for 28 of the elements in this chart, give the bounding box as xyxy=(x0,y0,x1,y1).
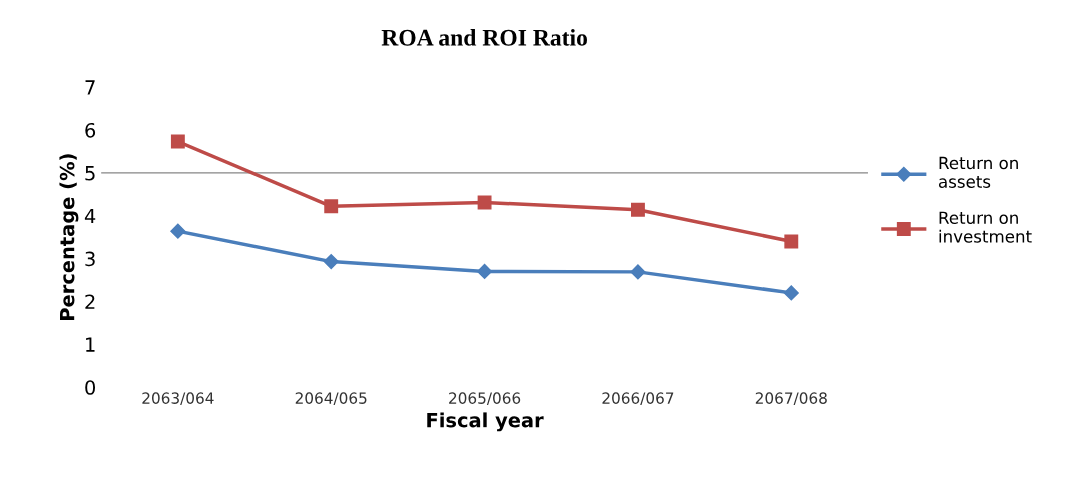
x-tick-label: 2064/065 xyxy=(295,392,367,406)
y-tick-label: 1 xyxy=(86,337,95,352)
point xyxy=(784,234,799,249)
y-tick-label: 5 xyxy=(85,166,95,181)
y-tick-label: 0 xyxy=(85,380,96,395)
legend-label: Return on investment xyxy=(939,211,1032,243)
x-tick-label: 2066/067 xyxy=(602,392,674,406)
point xyxy=(170,134,185,149)
x-axis-title: Fiscal year xyxy=(427,412,544,432)
x-tick-label: 2065/066 xyxy=(449,392,521,406)
point xyxy=(630,264,646,280)
point xyxy=(630,202,645,217)
x-tick-label: 2063/064 xyxy=(142,392,214,406)
x-tick-label: 2067/068 xyxy=(755,392,827,406)
legend-label: Return on assets xyxy=(938,156,1018,188)
y-axis-title: Percentage (%) xyxy=(59,154,79,320)
y-tick-label: 7 xyxy=(85,80,95,95)
y-tick-label: 3 xyxy=(85,251,95,267)
y-tick-label: 2 xyxy=(85,294,95,309)
chart-title: ROA and ROI Ratio xyxy=(381,29,587,46)
point xyxy=(477,195,492,210)
point xyxy=(477,263,493,280)
y-tick-label: 6 xyxy=(85,122,96,138)
point xyxy=(324,199,339,214)
point xyxy=(323,254,339,270)
point xyxy=(783,285,799,301)
y-tick-label: 4 xyxy=(84,208,96,224)
point xyxy=(170,223,186,239)
